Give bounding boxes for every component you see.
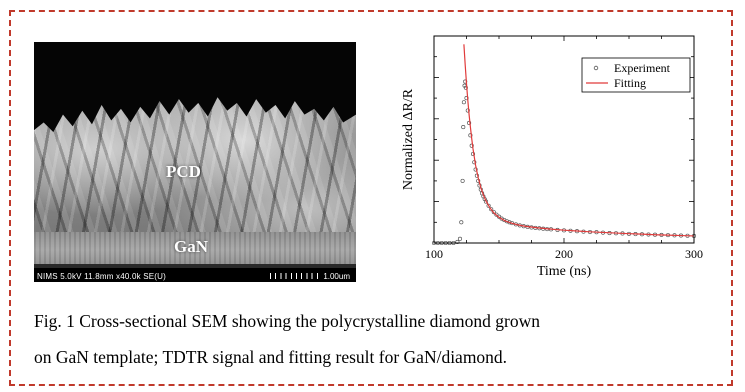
sem-scale-label: 1.00um bbox=[323, 272, 350, 281]
x-tick-label: 300 bbox=[685, 247, 703, 261]
legend: Experiment Fitting bbox=[581, 57, 691, 93]
sem-info-bar: NIMS 5.0kV 11.8mm x40.0k SE(U) 1.00um bbox=[34, 268, 356, 282]
figure-caption: Fig. 1 Cross-sectional SEM showing the p… bbox=[34, 303, 724, 375]
tdtr-chart: 100 200 300 Time (ns) Normalized ΔR/R Expe… bbox=[398, 28, 708, 290]
tdtr-chart-svg: 100 200 300 Time (ns) Normalized ΔR/R Expe… bbox=[401, 35, 703, 279]
gan-label: GaN bbox=[174, 237, 208, 256]
x-tick-label: 100 bbox=[425, 247, 443, 261]
figure-frame bbox=[9, 10, 733, 386]
experiment-point bbox=[468, 133, 473, 138]
caption-line-2: on GaN template; TDTR signal and fitting… bbox=[34, 347, 508, 367]
x-tick-labels: 100 200 300 bbox=[425, 247, 703, 261]
legend-fitting-label: Fitting bbox=[614, 76, 646, 90]
pcd-label: PCD bbox=[166, 162, 201, 181]
experiment-point bbox=[494, 212, 499, 217]
axis-ticks bbox=[433, 35, 695, 244]
experiment-point bbox=[491, 210, 496, 215]
experiment-point bbox=[489, 207, 494, 212]
experiment-point bbox=[461, 125, 466, 130]
experiment-point bbox=[486, 203, 491, 208]
y-axis-label: Normalized ΔR/R bbox=[401, 88, 416, 190]
experiment-point bbox=[457, 236, 463, 241]
experiment-point bbox=[460, 178, 465, 183]
legend-experiment-marker bbox=[593, 65, 599, 71]
substrate-shadow bbox=[34, 264, 356, 268]
experiment-point bbox=[469, 143, 474, 148]
fitting-curve bbox=[463, 44, 695, 237]
gan-layer-texture bbox=[34, 232, 356, 268]
experiment-point bbox=[459, 220, 464, 225]
legend-experiment-label: Experiment bbox=[614, 61, 671, 75]
x-tick-label: 200 bbox=[555, 247, 573, 261]
experiment-point bbox=[467, 120, 472, 125]
legend-box bbox=[581, 57, 691, 93]
plot-marks bbox=[431, 44, 697, 246]
experiment-point bbox=[463, 85, 468, 90]
sem-info-text: NIMS 5.0kV 11.8mm x40.0k SE(U) bbox=[37, 272, 166, 281]
x-axis-label: Time (ns) bbox=[537, 264, 592, 279]
experiment-point bbox=[461, 100, 466, 105]
sem-scale-bar bbox=[270, 273, 322, 279]
experiment-point bbox=[496, 214, 502, 219]
caption-line-1: Fig. 1 Cross-sectional SEM showing the p… bbox=[34, 311, 540, 331]
sem-micrograph: PCD GaN NIMS 5.0kV 11.8mm x40.0k SE(U) 1… bbox=[34, 42, 356, 282]
experiment-point bbox=[455, 239, 460, 245]
experiment-point bbox=[465, 108, 470, 113]
